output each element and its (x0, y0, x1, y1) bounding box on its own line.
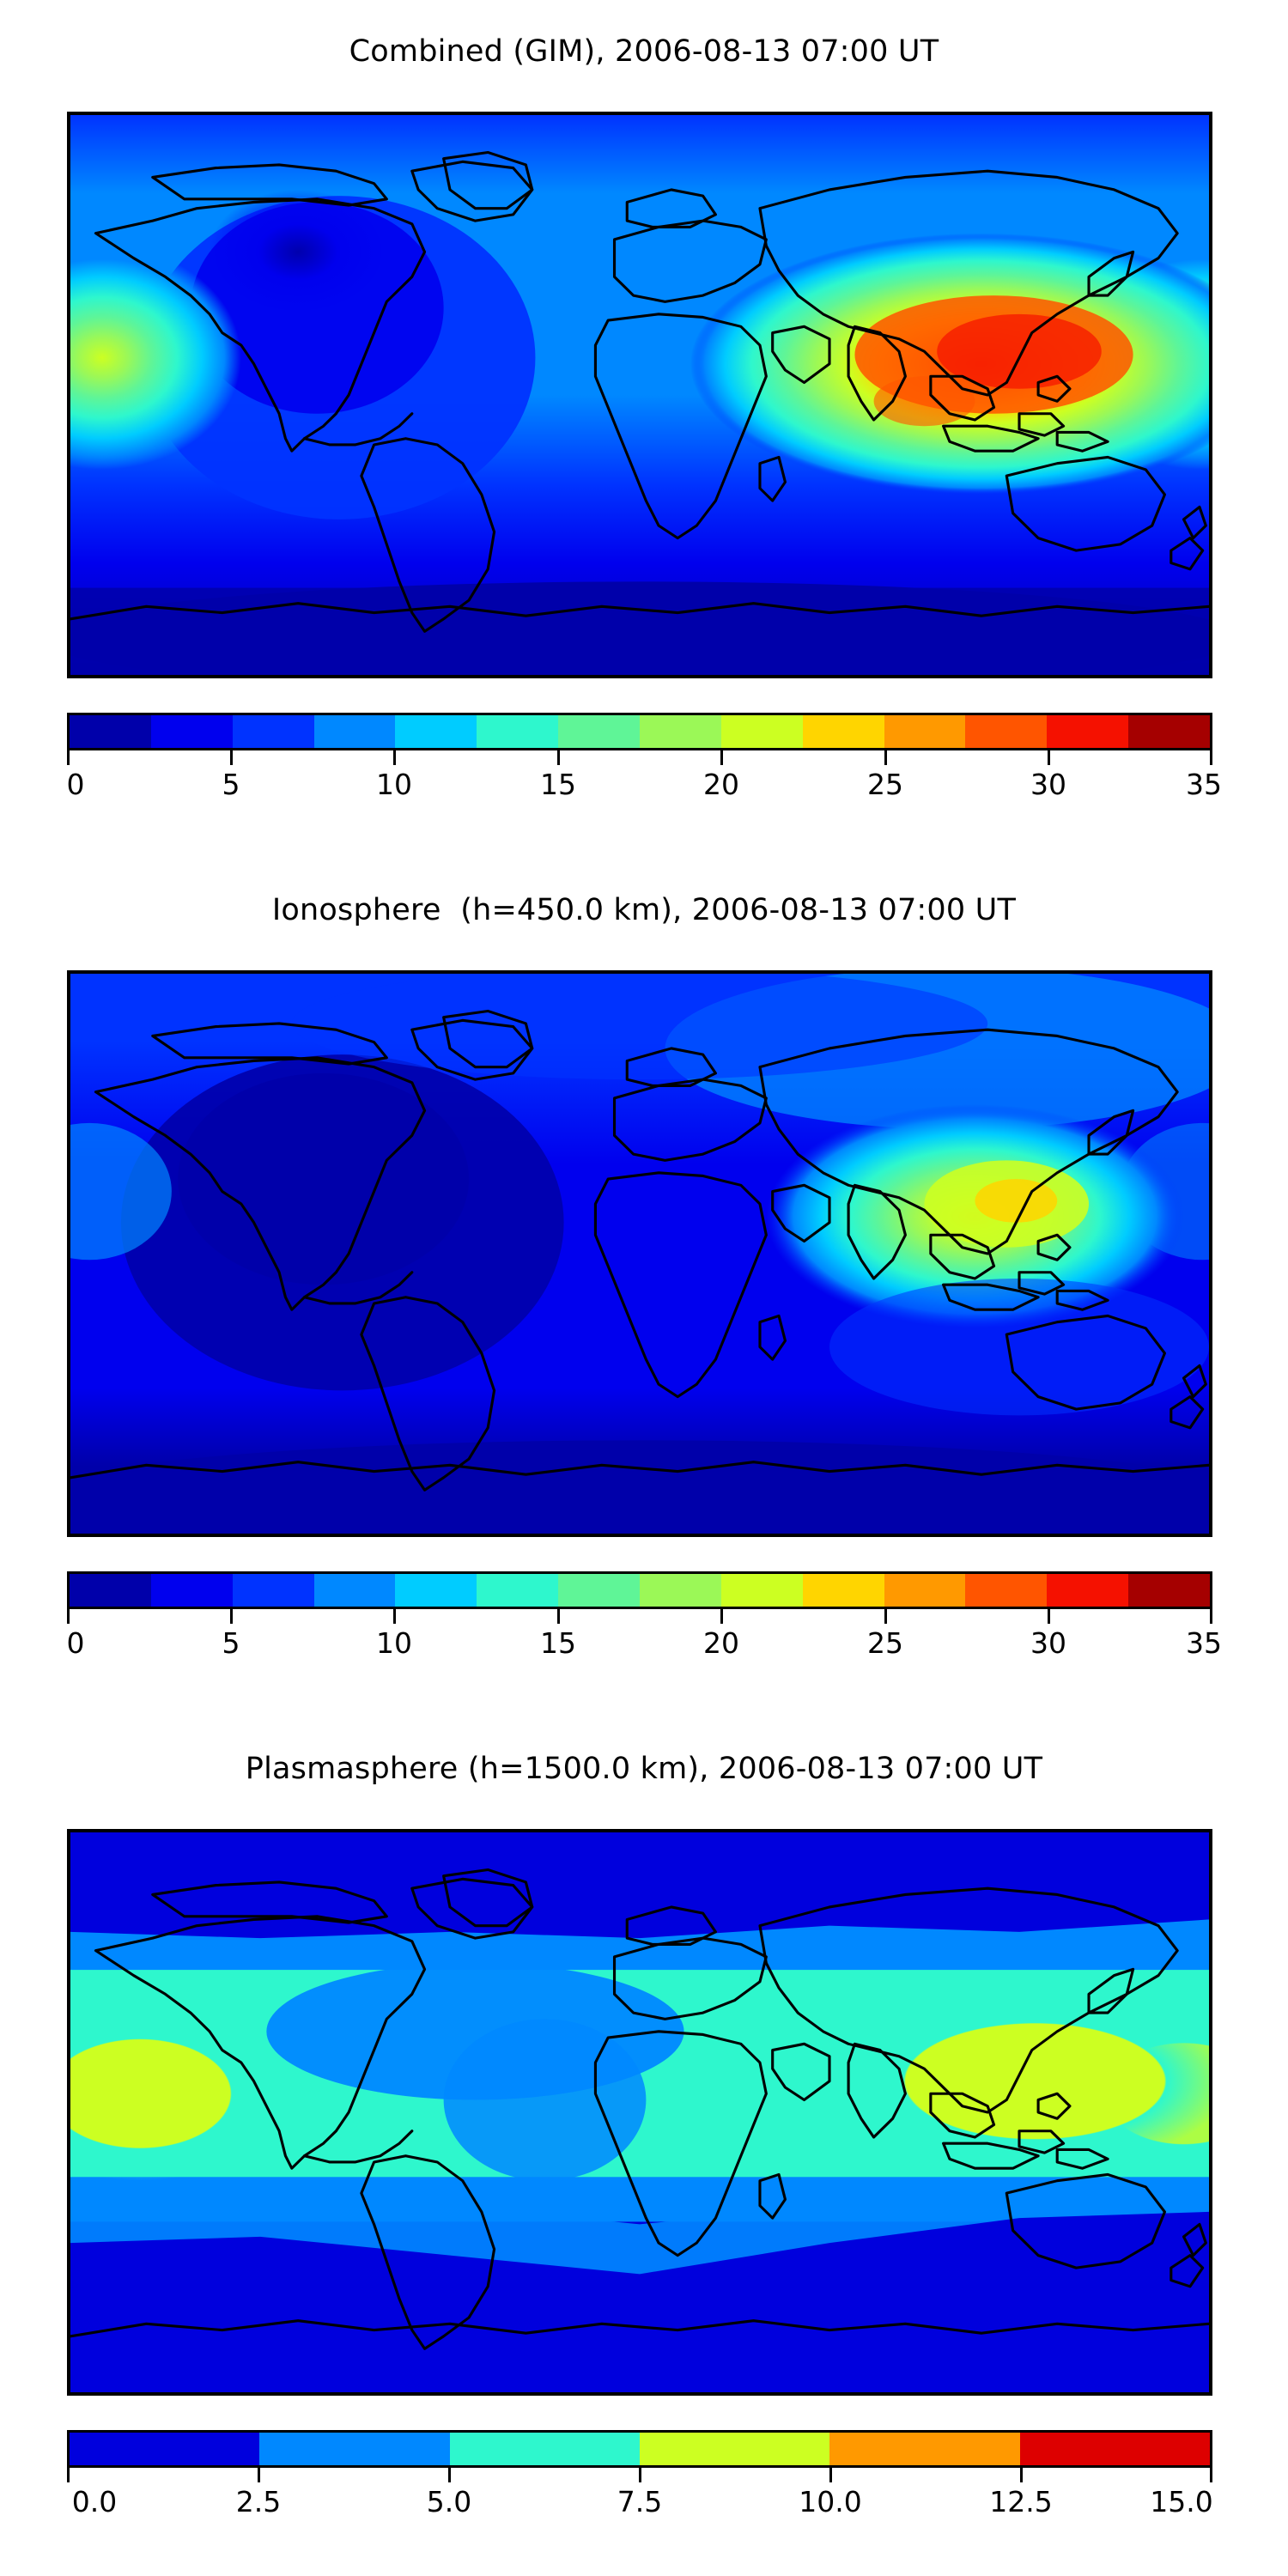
panel-plasmasphere: Plasmasphere (h=1500.0 km), 2006-08-13 0… (0, 1717, 1288, 2576)
tick-label: 15 (540, 1626, 576, 1660)
map-canvas-combined (70, 115, 1209, 675)
colorbar-plasmasphere-ticks (67, 2468, 1212, 2483)
colorbar-combined-bands (67, 713, 1212, 750)
tick-label: 0 (66, 1626, 85, 1660)
tick-label: 12.5 (989, 2485, 1053, 2518)
panel-combined: Combined (GIM), 2006-08-13 07:00 UT (0, 0, 1288, 859)
tick-label: 5 (222, 768, 240, 801)
tick-label: 5.0 (426, 2485, 472, 2518)
colorbar-plasmasphere-labels: 0.0 2.5 5.0 7.5 10.0 12.5 15.0 (67, 2483, 1213, 2521)
tick-label: 10 (376, 768, 412, 801)
tick-label: 20 (703, 768, 739, 801)
map-plasmasphere (67, 1829, 1212, 2396)
panel-title-plasmasphere: Plasmasphere (h=1500.0 km), 2006-08-13 0… (245, 1752, 1043, 1786)
tick-label: 25 (867, 1626, 903, 1660)
colorbar-ionosphere-labels: 0 5 10 15 20 25 30 35 (66, 1625, 1223, 1662)
colorbar-combined-ticks (67, 750, 1212, 766)
tick-label: 20 (703, 1626, 739, 1660)
colorbar-plasmasphere-bands (67, 2430, 1212, 2468)
colorbar-ionosphere-bands (67, 1571, 1212, 1609)
colorbar-plasmasphere: 0.0 2.5 5.0 7.5 10.0 12.5 15.0 (67, 2430, 1213, 2521)
tick-label: 15.0 (1150, 2485, 1213, 2518)
tick-label: 10.0 (799, 2485, 862, 2518)
map-canvas-ionosphere (70, 974, 1209, 1534)
tick-label: 15 (540, 768, 576, 801)
tick-label: 2.5 (235, 2485, 282, 2518)
colorbar-ionosphere: 0 5 10 15 20 25 30 35 (66, 1571, 1223, 1662)
tick-label: 10 (376, 1626, 412, 1660)
colorbar-combined: 0 5 10 15 20 25 30 35 (66, 713, 1223, 804)
map-ionosphere (67, 970, 1212, 1537)
tick-label: 30 (1030, 1626, 1066, 1660)
map-combined (67, 112, 1212, 678)
tick-label: 7.5 (617, 2485, 663, 2518)
tick-label: 35 (1186, 1626, 1222, 1660)
tick-label: 35 (1186, 768, 1222, 801)
colorbar-ionosphere-ticks (67, 1609, 1212, 1625)
tick-label: 0 (66, 768, 85, 801)
tick-label: 25 (867, 768, 903, 801)
panel-title-ionosphere: Ionosphere (h=450.0 km), 2006-08-13 07:0… (271, 893, 1017, 927)
tick-label: 30 (1030, 768, 1066, 801)
map-canvas-plasmasphere (70, 1832, 1209, 2392)
panel-title-combined: Combined (GIM), 2006-08-13 07:00 UT (349, 34, 939, 69)
colorbar-combined-labels: 0 5 10 15 20 25 30 35 (66, 766, 1223, 804)
panel-ionosphere: Ionosphere (h=450.0 km), 2006-08-13 07:0… (0, 859, 1288, 1717)
tick-label: 0.0 (71, 2485, 118, 2518)
tick-label: 5 (222, 1626, 240, 1660)
